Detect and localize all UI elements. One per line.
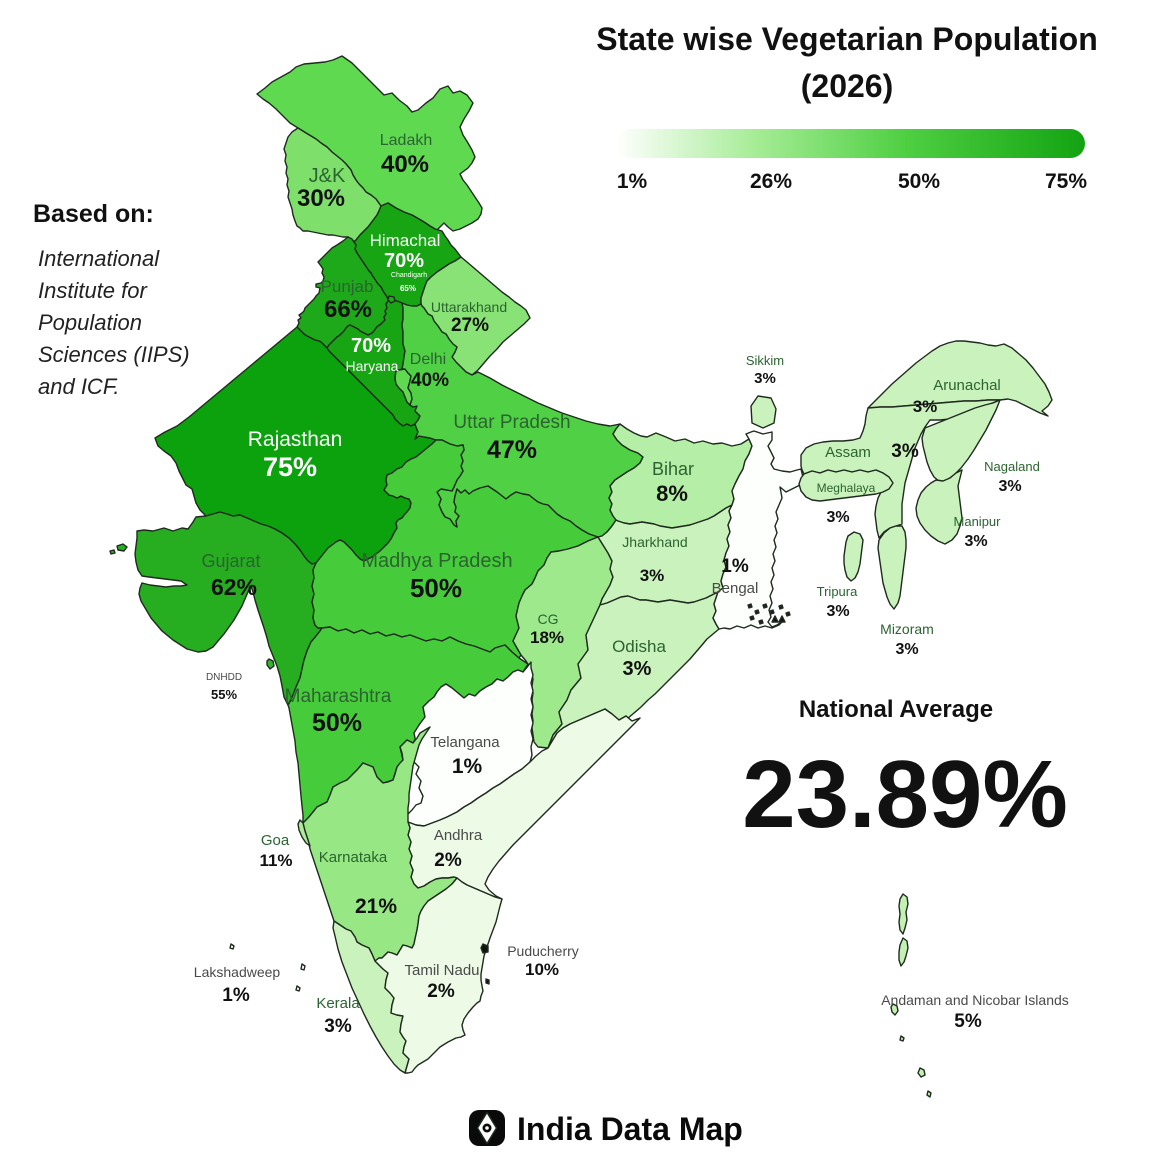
svg-text:66%: 66% [324, 296, 372, 323]
svg-text:Arunachal: Arunachal [933, 377, 1001, 394]
svg-text:40%: 40% [381, 151, 429, 178]
svg-text:Sciences (IIPS): Sciences (IIPS) [38, 342, 190, 367]
svg-text:Maharashtra: Maharashtra [285, 686, 392, 707]
svg-text:3%: 3% [826, 603, 849, 620]
svg-text:Bengal: Bengal [712, 580, 759, 597]
svg-text:3%: 3% [895, 641, 918, 658]
svg-text:2%: 2% [434, 850, 462, 871]
svg-text:50%: 50% [898, 170, 940, 193]
svg-text:Tripura: Tripura [817, 584, 858, 599]
svg-text:Andaman and Nicobar Islands: Andaman and Nicobar Islands [881, 992, 1069, 1008]
svg-text:India Data Map: India Data Map [517, 1111, 743, 1147]
svg-text:State wise Vegetarian Populati: State wise Vegetarian Population [596, 21, 1097, 57]
svg-text:Odisha: Odisha [612, 637, 666, 656]
svg-text:70%: 70% [351, 335, 391, 357]
svg-text:Lakshadweep: Lakshadweep [194, 964, 281, 980]
svg-text:CG: CG [538, 611, 559, 627]
svg-text:Haryana: Haryana [346, 358, 399, 374]
svg-text:50%: 50% [410, 573, 462, 603]
svg-text:3%: 3% [754, 370, 776, 387]
svg-text:Mizoram: Mizoram [880, 621, 934, 637]
svg-text:Institute for: Institute for [38, 278, 149, 303]
svg-text:Uttar Pradesh: Uttar Pradesh [453, 412, 570, 433]
svg-text:62%: 62% [211, 574, 257, 600]
svg-text:Punjab: Punjab [321, 277, 374, 296]
svg-text:Gujarat: Gujarat [201, 551, 260, 571]
svg-text:3%: 3% [640, 566, 665, 585]
svg-text:27%: 27% [451, 315, 489, 336]
svg-text:75%: 75% [263, 452, 317, 482]
svg-text:8%: 8% [656, 481, 688, 506]
svg-text:3%: 3% [891, 441, 919, 462]
svg-text:Nagaland: Nagaland [984, 459, 1040, 474]
svg-text:30%: 30% [297, 185, 345, 212]
svg-text:Telangana: Telangana [430, 734, 500, 751]
svg-text:26%: 26% [750, 170, 792, 193]
svg-text:18%: 18% [530, 628, 564, 647]
svg-text:Madhya Pradesh: Madhya Pradesh [361, 550, 512, 572]
svg-text:Rajasthan: Rajasthan [248, 428, 343, 451]
svg-text:40%: 40% [411, 370, 449, 391]
svg-text:DNHDD: DNHDD [206, 672, 242, 683]
svg-text:2%: 2% [427, 981, 455, 1002]
svg-text:International: International [38, 246, 160, 271]
svg-text:50%: 50% [312, 709, 362, 737]
svg-text:Sikkim: Sikkim [746, 353, 784, 368]
svg-text:Delhi: Delhi [410, 351, 446, 368]
svg-text:55%: 55% [211, 687, 237, 702]
svg-text:75%: 75% [1045, 170, 1087, 193]
svg-text:Based on:: Based on: [33, 200, 154, 228]
svg-text:Andhra: Andhra [434, 827, 483, 844]
svg-text:65%: 65% [400, 284, 416, 293]
svg-text:1%: 1% [617, 170, 648, 193]
svg-text:Assam: Assam [825, 444, 871, 461]
svg-text:3%: 3% [998, 478, 1021, 495]
svg-text:1%: 1% [222, 985, 250, 1006]
svg-text:3%: 3% [964, 533, 987, 550]
svg-text:Ladakh: Ladakh [380, 132, 433, 149]
svg-text:3%: 3% [826, 509, 849, 526]
svg-text:Population: Population [38, 310, 142, 335]
svg-text:Tamil Nadu: Tamil Nadu [404, 962, 479, 979]
svg-text:23.89%: 23.89% [742, 741, 1068, 848]
svg-text:Karnataka: Karnataka [319, 849, 388, 866]
svg-text:National Average: National Average [799, 696, 993, 723]
svg-text:Meghalaya: Meghalaya [817, 481, 876, 495]
svg-text:3%: 3% [324, 1016, 352, 1037]
svg-text:Himachal: Himachal [370, 231, 441, 250]
svg-text:Uttarakhand: Uttarakhand [431, 299, 507, 315]
svg-text:(2026): (2026) [801, 68, 894, 104]
svg-text:Kerala: Kerala [316, 995, 360, 1012]
svg-text:1%: 1% [452, 755, 483, 778]
svg-text:21%: 21% [355, 895, 397, 918]
svg-text:Chandigarh: Chandigarh [391, 272, 427, 279]
svg-text:Manipur: Manipur [954, 514, 1002, 529]
svg-text:10%: 10% [525, 960, 559, 979]
svg-text:3%: 3% [913, 397, 938, 416]
svg-text:5%: 5% [954, 1011, 982, 1032]
svg-text:and ICF.: and ICF. [38, 374, 120, 399]
svg-text:3%: 3% [623, 658, 652, 680]
svg-text:Bihar: Bihar [652, 459, 694, 479]
svg-text:Puducherry: Puducherry [507, 943, 579, 959]
svg-text:1%: 1% [721, 556, 749, 577]
svg-text:Jharkhand: Jharkhand [622, 534, 687, 550]
svg-text:47%: 47% [487, 436, 537, 464]
svg-text:Goa: Goa [261, 832, 290, 849]
svg-text:J&K: J&K [309, 165, 346, 187]
svg-text:11%: 11% [259, 851, 292, 870]
svg-text:70%: 70% [384, 250, 424, 272]
